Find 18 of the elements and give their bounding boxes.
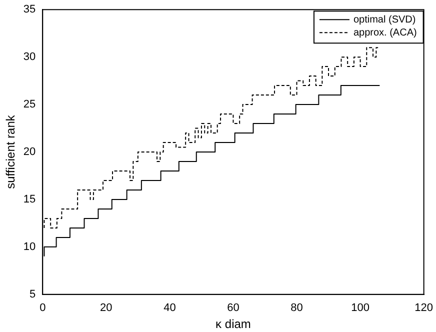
y-axis-title: sufficient rank: [4, 114, 18, 189]
x-axis-title: κ diam: [216, 317, 251, 332]
x-tick-label: 120: [414, 302, 434, 314]
legend-label: approx. (ACA): [353, 27, 417, 38]
x-tick-label: 60: [227, 302, 240, 314]
x-tick-label: 20: [100, 302, 112, 314]
y-tick-label: 10: [23, 240, 36, 253]
y-tick-label: 5: [30, 288, 36, 300]
x-tick-label: 100: [351, 302, 370, 314]
x-tick-label: 40: [164, 302, 176, 314]
x-tick-label: 80: [290, 302, 303, 314]
y-tick-label: 20: [23, 146, 36, 158]
legend-label: optimal (SVD): [353, 14, 416, 26]
y-tick-label: 35: [23, 4, 36, 16]
y-tick-label: 25: [23, 98, 36, 111]
y-tick-label: 15: [23, 194, 36, 206]
x-tick-label: 0: [40, 302, 46, 314]
y-tick-label: 30: [23, 51, 36, 64]
